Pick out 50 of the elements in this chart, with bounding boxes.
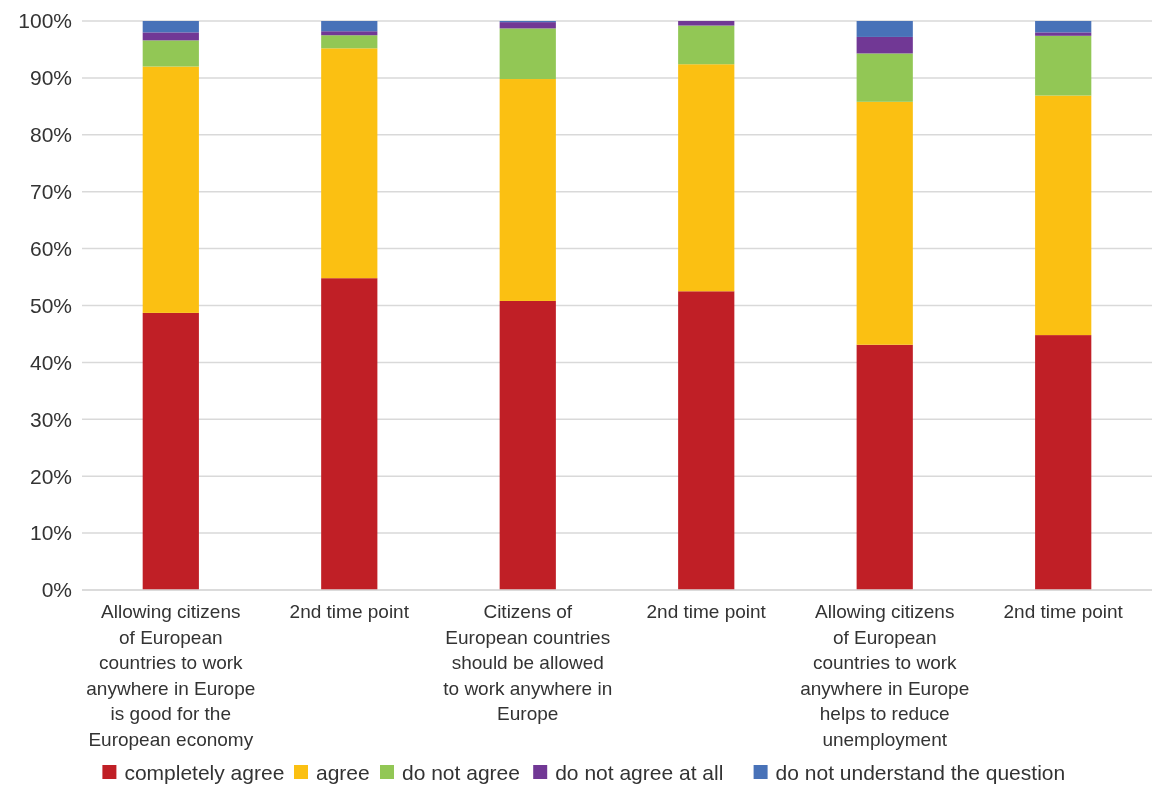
bar	[1035, 21, 1092, 33]
legend-label: agree	[316, 761, 370, 785]
x-tick-label: Allowing citizens of European countries to work anywhere in Europe is good for the European economy	[86, 601, 256, 750]
bar	[856, 344, 913, 590]
bar	[499, 79, 556, 301]
legend-label: do not agree	[402, 761, 520, 785]
y-tick-label: 80%	[29, 123, 72, 147]
bar	[856, 21, 913, 37]
legend-label: do not understand the question	[775, 761, 1066, 785]
bar	[678, 291, 735, 590]
bar	[1035, 335, 1092, 590]
y-tick-label: 50%	[29, 293, 72, 317]
x-tick-label: Allowing citizens of European countries to work anywhere in Europe helps to reduce unemployment	[800, 601, 970, 750]
y-tick-label: 20%	[29, 464, 72, 488]
y-tick-label: 60%	[29, 236, 72, 260]
bar	[1035, 32, 1092, 36]
x-tick-label: 2nd time point	[289, 601, 410, 622]
bar	[142, 312, 199, 590]
bar	[856, 53, 913, 102]
bar	[856, 101, 913, 345]
y-tick-label: 10%	[29, 521, 72, 545]
y-tick-label: 30%	[29, 407, 72, 431]
bar	[678, 25, 735, 65]
x-tick-label: 2nd time point	[646, 601, 767, 622]
legend-label: do not agree at all	[555, 761, 724, 785]
bar	[321, 31, 378, 36]
bar	[321, 21, 378, 32]
x-tick-label: Citizens of European countries should be allowed to work anywhere in Europe	[443, 601, 613, 724]
bar	[678, 64, 735, 292]
bar	[499, 28, 556, 80]
bar	[856, 36, 913, 54]
x-tick-label: 2nd time point	[1003, 601, 1124, 622]
y-tick-label: 90%	[29, 66, 72, 90]
bar	[499, 300, 556, 590]
bar	[1035, 95, 1092, 336]
bar	[1035, 35, 1092, 96]
bar	[142, 40, 199, 67]
bar	[678, 21, 735, 26]
legend-label: completely agree	[124, 761, 285, 785]
bar	[142, 21, 199, 33]
y-tick-label: 70%	[29, 180, 72, 204]
bar	[321, 48, 378, 279]
y-tick-label: 100%	[18, 9, 72, 33]
bar	[321, 278, 378, 590]
bar	[321, 35, 378, 49]
bar	[499, 22, 556, 29]
y-tick-label: 0%	[41, 578, 72, 602]
bar	[142, 32, 199, 41]
y-tick-label: 40%	[29, 350, 72, 374]
bar	[142, 66, 199, 313]
